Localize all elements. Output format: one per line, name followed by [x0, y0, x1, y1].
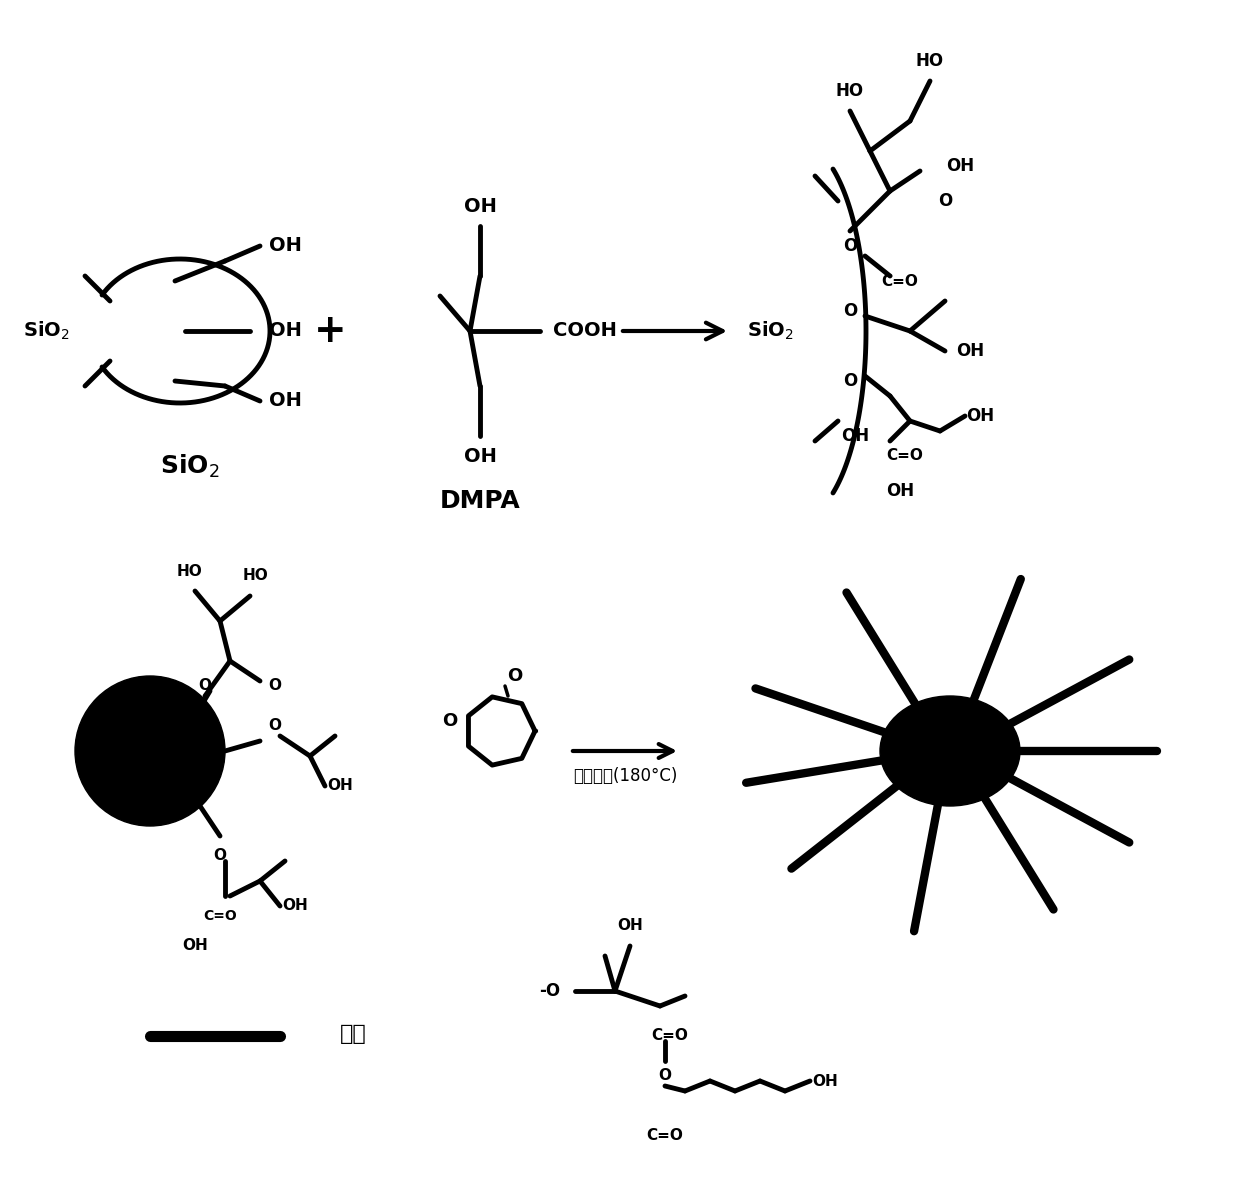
Text: O: O	[269, 718, 281, 733]
Text: DMPA: DMPA	[440, 489, 521, 513]
Text: C=O: C=O	[646, 1129, 683, 1143]
Text: O: O	[843, 372, 857, 390]
Text: SiO$_2$: SiO$_2$	[930, 740, 970, 762]
Text: OH: OH	[269, 236, 301, 255]
Text: C=O: C=O	[887, 449, 924, 463]
Text: O: O	[658, 1069, 672, 1083]
Text: OH: OH	[162, 753, 188, 769]
Text: OH: OH	[885, 482, 914, 500]
Text: O: O	[843, 302, 857, 320]
Text: OH: OH	[946, 157, 975, 175]
Text: OH: OH	[812, 1074, 838, 1089]
Text: 月桂酸鄔(180°C): 月桂酸鄔(180°C)	[573, 766, 677, 785]
Text: OH: OH	[182, 939, 208, 953]
Text: OH: OH	[966, 407, 994, 425]
Text: O: O	[213, 848, 227, 863]
Text: OH: OH	[956, 342, 985, 360]
Text: OH: OH	[618, 919, 642, 933]
Text: C=O: C=O	[203, 909, 237, 924]
Text: O: O	[937, 193, 952, 210]
Text: SiO$_2$: SiO$_2$	[24, 320, 69, 342]
Text: OH: OH	[269, 321, 301, 340]
Text: O: O	[269, 679, 281, 693]
Text: COOH: COOH	[553, 321, 618, 340]
Circle shape	[74, 676, 224, 826]
Ellipse shape	[880, 696, 1021, 805]
Text: C=O: C=O	[882, 274, 919, 288]
Text: O: O	[443, 712, 458, 730]
Text: C=O: C=O	[651, 1029, 688, 1044]
Text: O: O	[507, 667, 522, 685]
Text: 代表: 代表	[340, 1024, 367, 1044]
Text: OH: OH	[841, 428, 869, 445]
Text: OH: OH	[283, 899, 308, 913]
Text: HO: HO	[177, 563, 203, 579]
Text: SiO$_2$: SiO$_2$	[130, 740, 170, 762]
Text: OH: OH	[327, 778, 353, 794]
Text: +: +	[314, 312, 346, 350]
Text: O: O	[843, 237, 857, 255]
Text: OH: OH	[269, 391, 301, 411]
Text: OH: OH	[464, 446, 496, 465]
Text: HO: HO	[916, 52, 944, 70]
Text: OH: OH	[464, 196, 496, 215]
Text: HO: HO	[242, 568, 268, 583]
Text: HO: HO	[836, 81, 864, 100]
Text: O: O	[198, 679, 212, 693]
Text: C=O: C=O	[179, 724, 212, 738]
Text: SiO$_2$: SiO$_2$	[160, 452, 219, 479]
Text: SiO$_2$: SiO$_2$	[746, 320, 794, 342]
Text: -O: -O	[539, 981, 560, 1000]
